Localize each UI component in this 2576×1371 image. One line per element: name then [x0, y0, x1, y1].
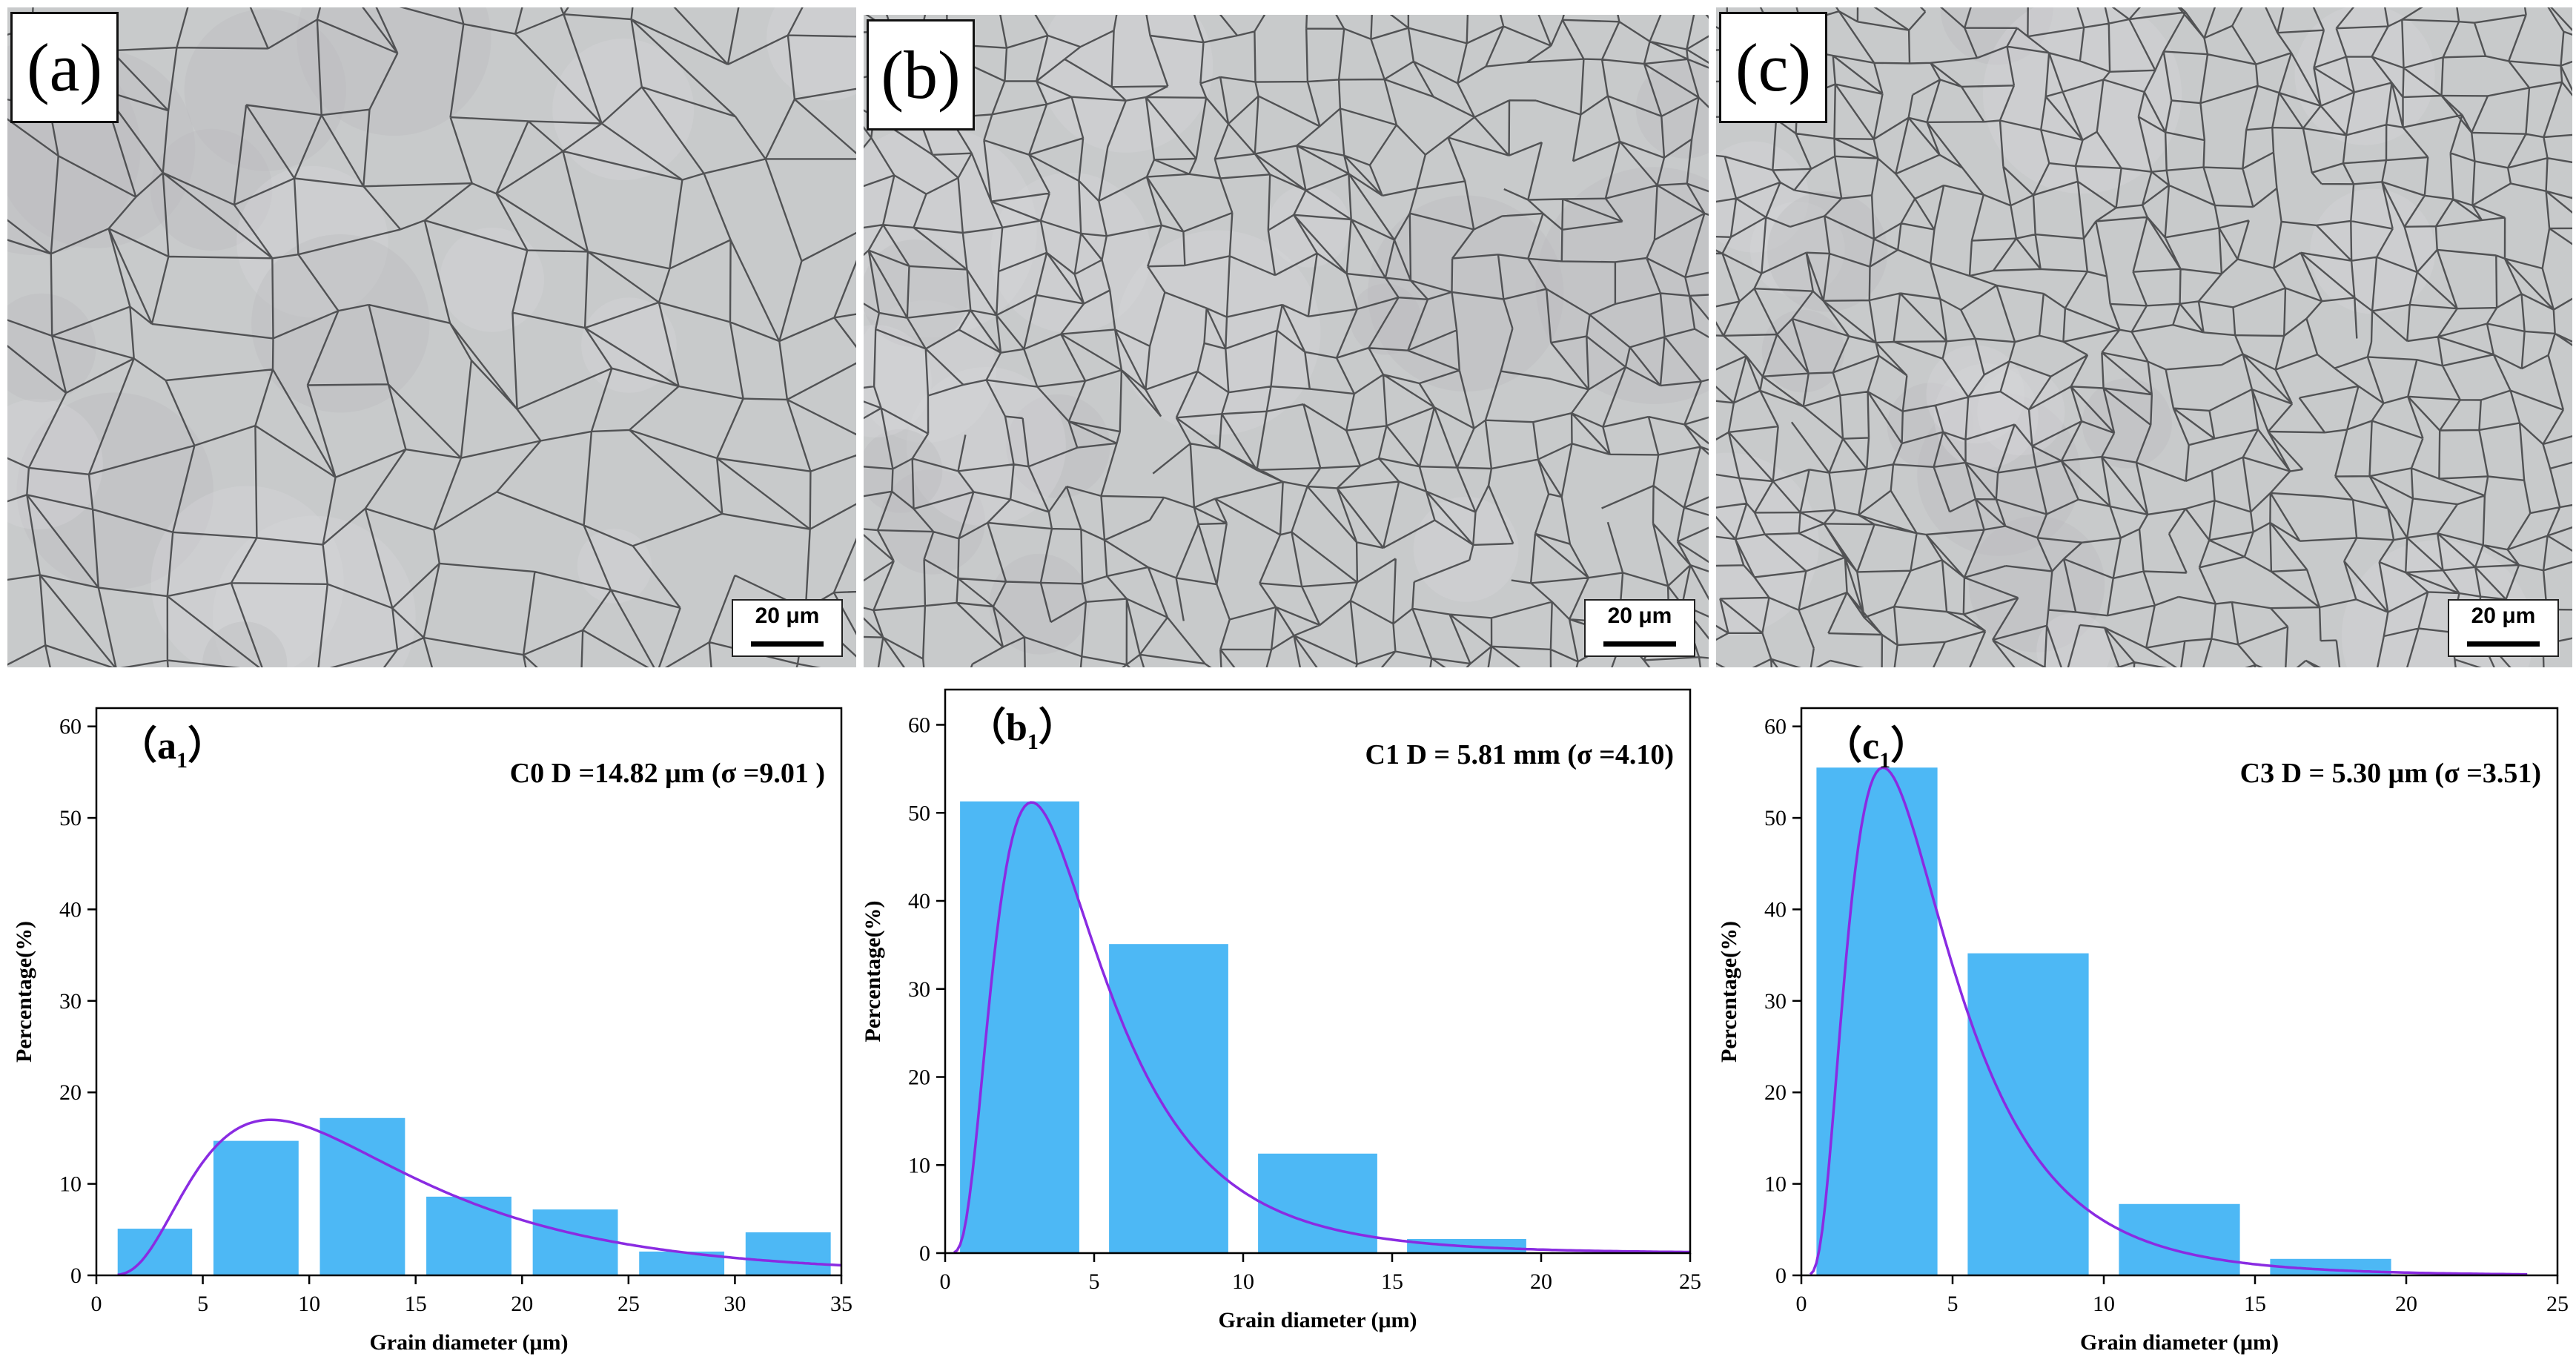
- panel-label-a: (a): [10, 12, 119, 123]
- panel-label-b: (b): [867, 19, 975, 131]
- histogram-bar: [2119, 1203, 2240, 1275]
- y-tick-label: 40: [59, 897, 82, 922]
- histogram-bar: [213, 1140, 299, 1275]
- grain-texture: [7, 7, 856, 667]
- y-tick-label: 10: [1764, 1172, 1787, 1197]
- chart-annotation: C3 D = 5.30 μm (σ =3.51): [2240, 758, 2541, 789]
- histogram-bar: [1109, 944, 1228, 1253]
- scale-bar-label: 20 μm: [2471, 604, 2536, 628]
- fit-curve: [1809, 766, 2528, 1276]
- fit-curve: [953, 801, 1690, 1254]
- x-tick-label: 15: [2244, 1292, 2266, 1316]
- histogram-bar: [960, 801, 1079, 1253]
- histogram-b1: 0 5 10 15 20 25 0 10 20 30 40 50 60 Grain diameter (μ…: [860, 688, 1712, 1371]
- x-tick-label: 20: [511, 1292, 533, 1316]
- grain-texture: [1716, 7, 2572, 667]
- micrograph-c: (c) 20 μm: [1716, 7, 2572, 667]
- panel-label-c: (c): [1719, 12, 1827, 123]
- y-tick-label: 20: [1764, 1080, 1787, 1105]
- y-tick-label: 0: [70, 1263, 82, 1288]
- x-tick-label: 25: [617, 1292, 640, 1316]
- scale-bar-line: [2467, 641, 2540, 647]
- histogram-bar: [319, 1117, 405, 1275]
- x-tick-label: 0: [940, 1269, 951, 1294]
- x-tick-label: 25: [1679, 1269, 1701, 1294]
- scale-bar-label: 20 μm: [1607, 604, 1672, 628]
- y-tick-label: 60: [1764, 715, 1787, 739]
- y-tick-label: 0: [1775, 1263, 1787, 1288]
- x-tick-label: 0: [91, 1292, 102, 1316]
- x-tick-label: 20: [1530, 1269, 1552, 1294]
- chart-panel-label: （c1）: [1824, 724, 1929, 773]
- y-tick-label: 30: [1764, 989, 1787, 1014]
- x-tick-label: 15: [1381, 1269, 1403, 1294]
- y-tick-label: 0: [919, 1241, 930, 1266]
- x-tick-label: 35: [830, 1292, 852, 1316]
- plot-frame: [944, 688, 1692, 1255]
- y-tick-label: 50: [1764, 806, 1787, 830]
- scale-bar-line: [751, 641, 824, 647]
- x-tick-label: 5: [1947, 1292, 1959, 1316]
- x-axis-label: Grain diameter (μm): [2080, 1330, 2279, 1355]
- y-tick-label: 10: [908, 1153, 930, 1177]
- scale-bar: 20 μm: [1584, 599, 1695, 657]
- histogram-a1: 0 5 10 15 20 25 30 35 0 10 20 30 40 50 60 Grain diamete…: [0, 690, 860, 1371]
- x-tick-label: 15: [405, 1292, 427, 1316]
- plot-frame: [1800, 707, 2559, 1277]
- y-tick-label: 50: [908, 801, 930, 825]
- x-tick-label: 30: [724, 1292, 746, 1316]
- micrograph-b: (b) 20 μm: [864, 15, 1709, 667]
- histogram-c1: 0 5 10 15 20 25 0 10 20 30 40 50 60 Grain diameter (μ…: [1712, 690, 2576, 1371]
- y-tick-label: 10: [59, 1172, 82, 1197]
- histogram-bar: [1258, 1153, 1377, 1253]
- y-tick-label: 30: [908, 977, 930, 1002]
- x-tick-label: 5: [197, 1292, 208, 1316]
- y-axis-label: Percentage(%): [12, 921, 36, 1063]
- y-tick-label: 30: [59, 989, 82, 1014]
- y-tick-label: 20: [59, 1080, 82, 1105]
- chart-panel-label: （b1）: [967, 706, 1077, 754]
- y-tick-label: 40: [908, 889, 930, 914]
- chart-annotation: C1 D = 5.81 mm (σ =4.10): [1365, 739, 1674, 770]
- histogram-c1-svg: 0 5 10 15 20 25 0 10 20 30 40 50 60 Grain diameter (μ…: [1717, 707, 2569, 1355]
- micrograph-a: (a) 20 μm: [7, 7, 856, 667]
- fit-curve: [117, 1118, 842, 1277]
- histogram-bar: [1816, 767, 1938, 1275]
- y-tick-label: 60: [59, 715, 82, 739]
- histogram-a1-svg: 0 5 10 15 20 25 30 35 0 10 20 30 40 50 60 Grain diamete…: [12, 707, 852, 1355]
- y-tick-label: 40: [1764, 897, 1787, 922]
- y-tick-label: 50: [59, 806, 82, 830]
- x-tick-label: 10: [298, 1292, 320, 1316]
- x-tick-label: 10: [1232, 1269, 1254, 1294]
- x-tick-label: 0: [1796, 1292, 1807, 1316]
- x-tick-label: 20: [2395, 1292, 2417, 1316]
- x-axis-label: Grain diameter (μm): [369, 1330, 568, 1355]
- x-axis-label: Grain diameter (μm): [1218, 1308, 1417, 1332]
- plot-frame: [95, 707, 843, 1277]
- scale-bar: 20 μm: [732, 599, 843, 657]
- x-tick-label: 10: [2093, 1292, 2115, 1316]
- histogram-bar: [532, 1209, 618, 1275]
- grain-texture: [864, 15, 1709, 667]
- histogram-b1-svg: 0 5 10 15 20 25 0 10 20 30 40 50 60 Grain diameter (μ…: [861, 688, 1701, 1332]
- y-tick-label: 60: [908, 713, 930, 738]
- histogram-bar: [1967, 953, 2089, 1275]
- scale-bar: 20 μm: [2448, 599, 2559, 657]
- histogram-bar: [117, 1229, 193, 1275]
- x-tick-label: 5: [1089, 1269, 1100, 1294]
- chart-panel-label: （a1）: [119, 724, 226, 773]
- scale-bar-line: [1603, 641, 1676, 647]
- y-tick-label: 20: [908, 1066, 930, 1090]
- scale-bar-label: 20 μm: [755, 604, 820, 628]
- histogram-bar: [426, 1196, 511, 1275]
- histogram-bar: [745, 1232, 831, 1275]
- chart-annotation: C0 D =14.82 μm (σ =9.01 ): [510, 758, 825, 789]
- y-axis-label: Percentage(%): [861, 900, 885, 1042]
- x-tick-label: 25: [2546, 1292, 2569, 1316]
- y-axis-label: Percentage(%): [1717, 921, 1741, 1063]
